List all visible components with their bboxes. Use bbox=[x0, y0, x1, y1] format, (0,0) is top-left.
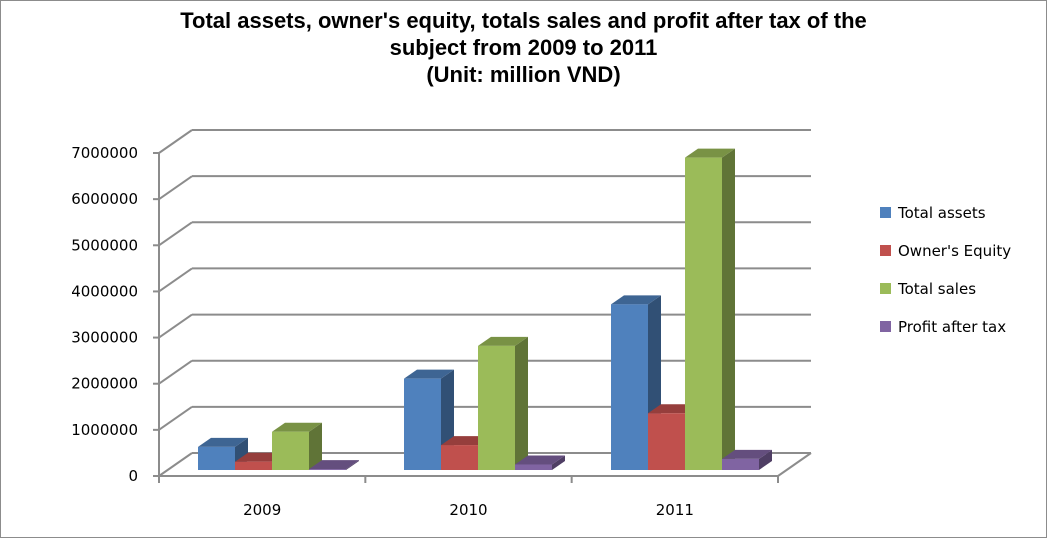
bar-total-assets-2009 bbox=[198, 446, 235, 470]
bar-side bbox=[759, 449, 772, 470]
bar-profit-after-tax-2010 bbox=[515, 464, 552, 470]
y-tick-label: 4000000 bbox=[71, 282, 138, 300]
x-tick-label: 2011 bbox=[656, 501, 694, 519]
x-tick-label: 2010 bbox=[449, 501, 487, 519]
bar-total-sales-2009 bbox=[272, 431, 309, 470]
bar-total-assets-2011 bbox=[611, 304, 648, 470]
y-tick-label: 5000000 bbox=[71, 236, 138, 254]
bar-owner-s-equity-2009 bbox=[235, 461, 272, 470]
side-gridline bbox=[158, 452, 193, 477]
bar-top bbox=[478, 336, 528, 346]
bar-owner-s-equity-2011 bbox=[648, 413, 685, 470]
bar-top bbox=[198, 437, 248, 447]
x-tick-label: 2009 bbox=[243, 501, 281, 519]
chart-title-line-3: (Unit: million VND) bbox=[426, 62, 621, 87]
chart-title: Total assets, owner's equity, totals sal… bbox=[1, 7, 1046, 88]
bar-top bbox=[515, 455, 565, 465]
side-gridline bbox=[158, 129, 193, 154]
bar-total-sales-2011 bbox=[685, 157, 722, 470]
legend-swatch bbox=[880, 207, 891, 218]
side-gridline bbox=[158, 175, 193, 200]
bar-top bbox=[685, 148, 735, 158]
bar-profit-after-tax-2009 bbox=[309, 469, 346, 470]
bar-total-sales-2010 bbox=[478, 345, 515, 470]
bar-side bbox=[515, 336, 528, 470]
bar-owner-s-equity-2010 bbox=[441, 445, 478, 470]
bar-total-assets-2010 bbox=[404, 378, 441, 470]
side-gridline bbox=[158, 406, 193, 431]
y-tick-label: 1000000 bbox=[71, 421, 138, 439]
y-tick-label: 7000000 bbox=[71, 144, 138, 162]
bar-top bbox=[611, 295, 661, 305]
side-gridline bbox=[158, 267, 193, 293]
bar-top bbox=[272, 422, 322, 432]
legend-swatch bbox=[880, 321, 891, 332]
y-tick-label: 3000000 bbox=[71, 329, 138, 347]
floor-edge bbox=[777, 452, 812, 477]
bar-side bbox=[346, 460, 359, 470]
side-gridline bbox=[158, 313, 193, 339]
bar-side bbox=[309, 422, 322, 470]
y-tick-label: 6000000 bbox=[71, 190, 138, 208]
legend-swatch bbox=[880, 283, 891, 294]
bar-top bbox=[722, 449, 772, 459]
bar-side bbox=[552, 455, 565, 470]
legend-label: Total sales bbox=[897, 280, 976, 298]
y-tick-label: 2000000 bbox=[71, 375, 138, 393]
bar-top bbox=[309, 460, 359, 470]
y-tick-label: 0 bbox=[128, 467, 138, 485]
chart-title-line-2: subject from 2009 to 2011 bbox=[389, 35, 658, 60]
legend-label: Total assets bbox=[897, 204, 986, 222]
legend-swatch bbox=[880, 245, 891, 256]
chart-title-line-1: Total assets, owner's equity, totals sal… bbox=[180, 8, 867, 33]
legend-label: Profit after tax bbox=[898, 318, 1006, 336]
side-gridline bbox=[158, 221, 193, 247]
bar-profit-after-tax-2011 bbox=[722, 458, 759, 470]
side-gridline bbox=[158, 359, 193, 385]
bar-side bbox=[722, 148, 735, 470]
legend-label: Owner's Equity bbox=[898, 242, 1011, 260]
bar-top bbox=[404, 369, 454, 379]
